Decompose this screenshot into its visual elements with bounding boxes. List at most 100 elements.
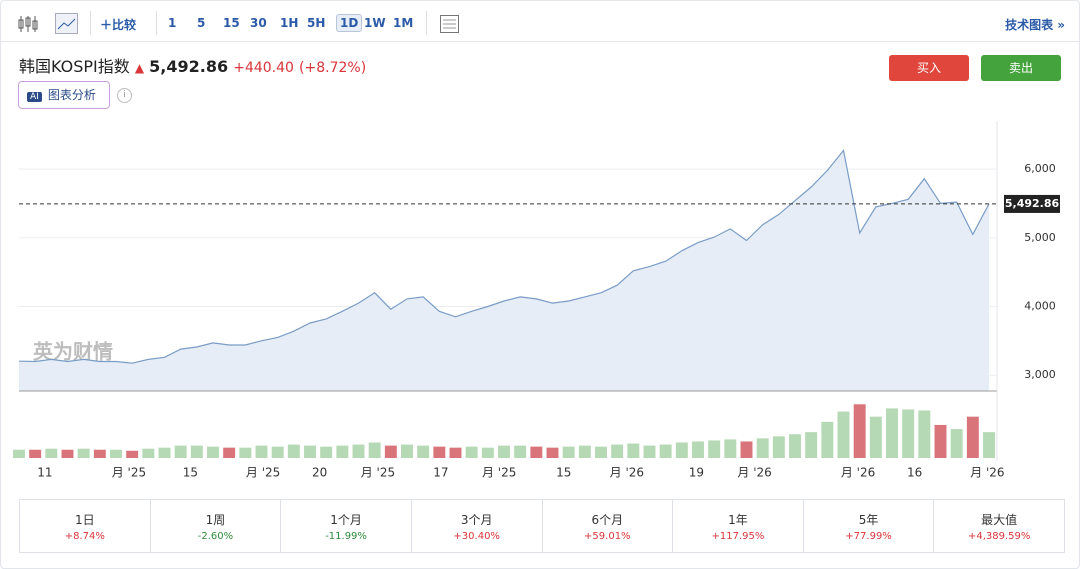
up-arrow: ▲ — [134, 61, 145, 75]
period-label: 6个月 — [591, 513, 624, 527]
interval-button[interactable]: 1 — [168, 16, 177, 30]
volume-bar — [934, 424, 947, 458]
period-label: 5年 — [858, 513, 879, 527]
tech-chart-link[interactable]: 技术图表 » — [1005, 18, 1065, 32]
volume-bar — [417, 445, 430, 458]
area-icon[interactable] — [55, 13, 79, 35]
last-price-label: 5,492.86 — [1005, 197, 1060, 210]
performance-cell: 6个月 +59.01% — [543, 500, 674, 552]
volume-bar — [789, 434, 801, 458]
volume-bar — [918, 410, 931, 458]
info-icon[interactable]: i — [117, 88, 132, 103]
period-label: 1年 — [728, 513, 748, 527]
volume-bar — [562, 446, 575, 458]
volume-bar — [304, 445, 316, 458]
x-tick-label: 月 '25 — [361, 466, 395, 480]
candle-icon[interactable] — [17, 14, 47, 34]
volume-bar — [13, 449, 25, 458]
volume-bar — [29, 449, 42, 458]
period-change: +117.95% — [711, 531, 765, 542]
divider — [1, 41, 1079, 42]
volume-bar — [207, 446, 219, 458]
volume-bar — [772, 436, 785, 458]
interval-button[interactable]: 30 — [250, 16, 267, 30]
volume-bar — [659, 444, 672, 458]
interval-button[interactable]: 1D — [336, 14, 363, 32]
x-tick-label: 15 — [183, 466, 198, 480]
interval-button[interactable]: 1M — [393, 16, 414, 30]
period-label: 1个月 — [330, 513, 362, 527]
performance-cell: 5年 +77.99% — [804, 500, 935, 552]
x-tick-label: 月 '25 — [246, 466, 280, 480]
volume-bar — [481, 447, 494, 458]
x-tick-label: 月 '26 — [841, 466, 875, 480]
volume-bar — [271, 446, 284, 458]
volume-bar — [983, 432, 995, 458]
performance-table: 1日 +8.74% 1周 -2.60% 1个月 -11.99% 3个月 +30.40% 6个月 +… — [19, 499, 1065, 553]
period-change: +4,389.59% — [967, 531, 1031, 542]
divider — [156, 11, 157, 35]
volume-bar — [643, 445, 656, 458]
x-tick-label: 月 '25 — [112, 466, 146, 480]
sell-button[interactable]: 卖出 — [981, 55, 1061, 81]
y-tick-label: 5,000 — [1024, 231, 1056, 244]
y-tick-label: 3,000 — [1024, 368, 1056, 381]
volume-bar — [627, 443, 640, 458]
interval-button[interactable]: 15 — [223, 16, 240, 30]
volume-bar — [93, 449, 106, 458]
volume-bar — [595, 446, 607, 458]
performance-cell: 1年 +117.95% — [673, 500, 804, 552]
performance-cell: 1周 -2.60% — [151, 500, 282, 552]
period-change: +59.01% — [584, 531, 631, 542]
volume-bar — [514, 445, 527, 458]
last-price-tag — [1004, 194, 1060, 213]
x-tick-label: 11 — [37, 466, 52, 480]
change-pct: (+8.72%) — [299, 60, 367, 76]
interval-button[interactable]: 5 — [197, 16, 206, 30]
period-change: -2.60% — [197, 531, 234, 542]
volume-bar — [546, 447, 559, 458]
volume-bar — [110, 449, 122, 458]
divider — [426, 11, 427, 35]
period-label: 3个月 — [460, 513, 493, 527]
interval-button[interactable]: 5H — [307, 16, 326, 30]
volume-bar — [530, 446, 543, 458]
volume-bar — [449, 447, 462, 458]
interval-button[interactable]: 1W — [364, 16, 386, 30]
volume-bar — [578, 445, 591, 458]
period-change: -11.99% — [325, 531, 367, 542]
divider — [90, 11, 91, 35]
volume-bar — [692, 441, 704, 458]
x-tick-label: 15 — [556, 466, 571, 480]
x-tick-label: 月 '25 — [482, 466, 516, 480]
compare-button[interactable]: ＋比较 — [100, 18, 137, 32]
volume-bar — [352, 444, 365, 458]
volume-bar — [61, 449, 74, 458]
performance-cell: 3个月 +30.40% — [412, 500, 543, 552]
volume-bar — [837, 411, 850, 458]
analysis-button[interactable]: AI 图表分析 — [18, 81, 110, 109]
header: 韩国KOSPI指数 ▲ 5,492.86 +440.40 (+8.72%) — [19, 53, 366, 77]
volume-bar — [126, 450, 139, 458]
volume-bar — [498, 445, 510, 458]
volume-bar — [401, 444, 413, 458]
x-tick-label: 月 '26 — [610, 466, 644, 480]
buy-button[interactable]: 买入 — [889, 55, 969, 81]
table-icon[interactable] — [440, 15, 460, 35]
volume-bar — [950, 429, 963, 458]
period-label: 1周 — [205, 513, 226, 527]
price: 5,492.86 — [149, 57, 229, 76]
change: +440.40 — [233, 60, 294, 76]
volume-bar — [368, 442, 381, 458]
volume-bar — [611, 444, 624, 458]
volume-bar — [255, 445, 268, 458]
volume-bar — [724, 439, 737, 458]
performance-cell: 最大值 +4,389.59% — [934, 500, 1064, 552]
volume-bar — [433, 446, 446, 458]
volume-bar — [223, 447, 236, 458]
interval-button[interactable]: 1H — [280, 16, 299, 30]
volume-bar — [675, 442, 688, 458]
x-tick-label: 16 — [907, 466, 922, 480]
volume-bar — [902, 409, 915, 458]
